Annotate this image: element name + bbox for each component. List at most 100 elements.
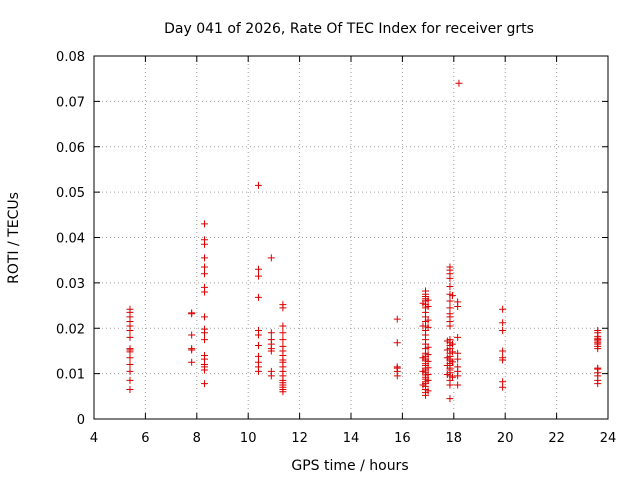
data-point bbox=[188, 345, 196, 353]
data-point bbox=[201, 325, 209, 333]
data-point bbox=[254, 327, 262, 335]
data-point bbox=[393, 315, 401, 323]
data-point bbox=[201, 336, 209, 344]
data-point bbox=[267, 367, 275, 375]
data-point bbox=[454, 298, 462, 306]
data-point bbox=[201, 236, 209, 244]
data-point bbox=[499, 347, 507, 355]
data-point bbox=[424, 316, 432, 324]
data-point bbox=[419, 354, 427, 362]
data-point bbox=[126, 361, 134, 369]
data-point bbox=[446, 283, 454, 291]
x-tick-label: 12 bbox=[291, 431, 308, 446]
y-axis-label: ROTI / TECUs bbox=[6, 192, 22, 284]
data-point bbox=[126, 305, 134, 313]
data-point bbox=[279, 322, 287, 330]
data-point bbox=[201, 220, 209, 228]
data-point bbox=[424, 323, 432, 331]
y-tick-label: 0.01 bbox=[56, 368, 85, 383]
data-point bbox=[126, 354, 134, 362]
data-point bbox=[279, 329, 287, 337]
data-point bbox=[126, 333, 134, 341]
data-point bbox=[267, 329, 275, 337]
data-point bbox=[126, 376, 134, 384]
data-point bbox=[424, 296, 432, 304]
data-point bbox=[446, 304, 454, 312]
data-point bbox=[254, 272, 262, 280]
x-tick-label: 18 bbox=[446, 431, 463, 446]
data-point bbox=[254, 341, 262, 349]
data-point bbox=[454, 349, 462, 357]
data-point bbox=[188, 309, 196, 317]
data-point bbox=[424, 371, 432, 379]
data-point bbox=[201, 351, 209, 359]
data-point bbox=[424, 302, 432, 310]
data-point bbox=[201, 313, 209, 321]
data-point bbox=[443, 346, 451, 354]
data-point bbox=[454, 381, 462, 389]
data-point bbox=[449, 358, 457, 366]
data-point bbox=[443, 337, 451, 345]
y-tick-label: 0.02 bbox=[56, 322, 85, 337]
x-tick-label: 22 bbox=[548, 431, 565, 446]
y-tick-label: 0.08 bbox=[56, 50, 85, 65]
y-tick-label: 0.05 bbox=[56, 186, 85, 201]
data-point bbox=[443, 354, 451, 362]
data-point bbox=[454, 355, 462, 363]
data-point bbox=[254, 181, 262, 189]
x-tick-label: 4 bbox=[90, 431, 98, 446]
data-point bbox=[424, 376, 432, 384]
data-point bbox=[267, 336, 275, 344]
data-point bbox=[419, 367, 427, 375]
data-point bbox=[424, 364, 432, 372]
x-tick-label: 10 bbox=[240, 431, 257, 446]
data-point bbox=[201, 263, 209, 271]
data-point bbox=[449, 373, 457, 381]
data-point bbox=[446, 263, 454, 271]
y-tick-label: 0 bbox=[77, 413, 85, 428]
data-point bbox=[254, 265, 262, 273]
data-points bbox=[126, 79, 602, 403]
data-point bbox=[499, 354, 507, 362]
data-point bbox=[443, 361, 451, 369]
data-point bbox=[449, 340, 457, 348]
data-point bbox=[424, 357, 432, 365]
data-point bbox=[279, 336, 287, 344]
data-point bbox=[446, 310, 454, 318]
y-tick-labels: 0 0.01 0.02 0.03 0.04 0.05 0.06 0.07 0.08 bbox=[56, 50, 85, 428]
x-tick-label: 16 bbox=[394, 431, 411, 446]
data-point bbox=[454, 363, 462, 371]
y-tick-label: 0.06 bbox=[56, 141, 85, 156]
data-point bbox=[446, 297, 454, 305]
x-tick-label: 6 bbox=[141, 431, 149, 446]
data-point bbox=[419, 322, 427, 330]
data-point bbox=[424, 343, 432, 351]
x-tick-label: 24 bbox=[600, 431, 617, 446]
data-point bbox=[454, 333, 462, 341]
data-point bbox=[267, 254, 275, 262]
y-tick-label: 0.07 bbox=[56, 95, 85, 110]
data-point bbox=[279, 342, 287, 350]
y-tick-label: 0.04 bbox=[56, 232, 85, 247]
chart-title: Day 041 of 2026, Rate Of TEC Index for r… bbox=[164, 21, 534, 37]
data-point bbox=[594, 364, 602, 372]
x-tick-label: 14 bbox=[343, 431, 360, 446]
data-point bbox=[422, 287, 430, 295]
x-tick-label: 8 bbox=[193, 431, 201, 446]
x-tick-labels: 4 6 8 10 12 14 16 18 20 22 24 bbox=[90, 431, 616, 446]
data-point bbox=[126, 367, 134, 375]
data-point bbox=[126, 386, 134, 394]
data-point bbox=[201, 254, 209, 262]
data-point bbox=[254, 293, 262, 301]
x-axis-label: GPS time / hours bbox=[291, 458, 408, 474]
data-point bbox=[254, 352, 262, 360]
data-point bbox=[254, 358, 262, 366]
data-point bbox=[499, 305, 507, 313]
data-point bbox=[188, 331, 196, 339]
data-point bbox=[419, 299, 427, 307]
axis-ticks bbox=[93, 55, 609, 420]
data-point bbox=[201, 283, 209, 291]
data-point bbox=[201, 270, 209, 278]
data-point bbox=[188, 358, 196, 366]
